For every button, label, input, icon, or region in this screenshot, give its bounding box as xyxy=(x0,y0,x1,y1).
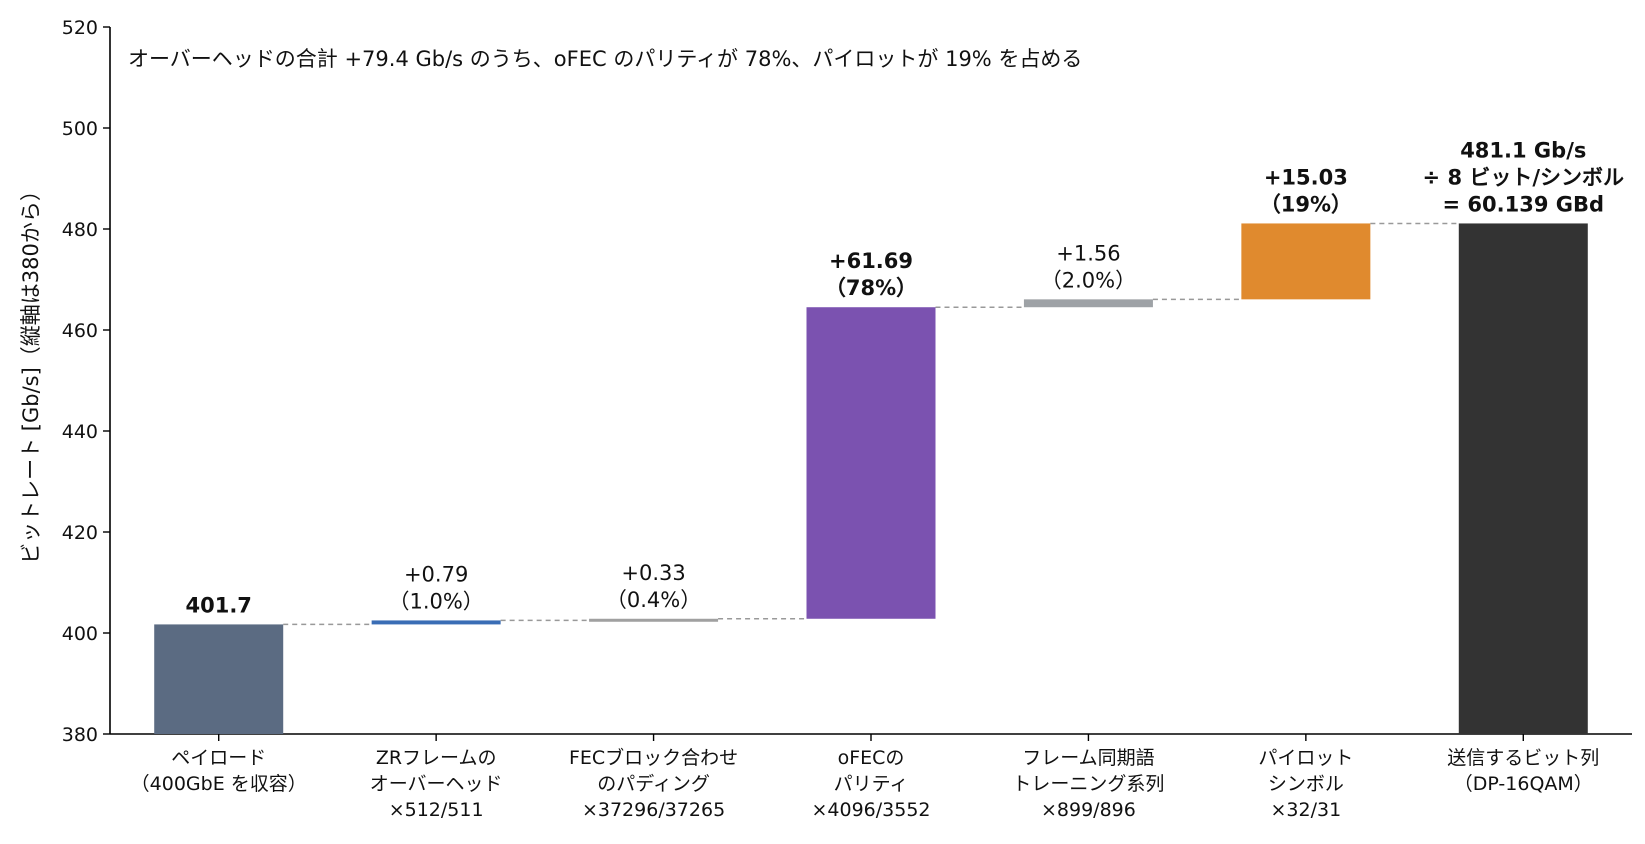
x-category-label: FECブロック合わせのパディング×37296/37265 xyxy=(569,746,738,821)
x-category-label: oFECのパリティ×4096/3552 xyxy=(811,747,930,821)
total-bar xyxy=(154,624,284,734)
y-tick-label: 500 xyxy=(62,118,98,140)
y-tick-label: 480 xyxy=(62,219,98,241)
x-category-label: パイロットシンボル×32/31 xyxy=(1258,747,1353,821)
delta-bar xyxy=(589,618,719,622)
connectors xyxy=(283,222,1459,626)
delta-bar xyxy=(1241,223,1371,300)
y-tick-label: 520 xyxy=(62,17,98,39)
axes: 380 400 420 440 460 480 500 520 ペイロード（400GbE を収容… xyxy=(62,17,1632,821)
y-axis-title: ビットレート [Gb/s]（縦軸は380から） xyxy=(19,180,43,564)
bar-value-label: +0.33 （0.4%） xyxy=(606,561,701,612)
delta-bar xyxy=(806,307,936,619)
data-labels: 401.7 +0.79 （1.0%） +0.33 （0.4%） +61.69 （78%） +1… xyxy=(185,138,1624,617)
x-category-label: ペイロード（400GbE を収容） xyxy=(131,747,307,795)
bar-value-label: 481.1 Gb/s ÷ 8 ビット/シンボル= 60.139 GBd xyxy=(1423,138,1625,216)
bars xyxy=(154,223,1588,734)
bar-value-label: +0.79 （1.0%） xyxy=(388,562,483,613)
bar-value-label: +15.03 （19%） xyxy=(1260,165,1352,216)
x-category-label: フレーム同期語トレーニング系列×899/896 xyxy=(1012,747,1164,821)
y-tick-label: 460 xyxy=(62,320,98,342)
bar-value-label: 401.7 xyxy=(185,593,251,617)
delta-bar xyxy=(371,620,501,625)
y-tick-label: 420 xyxy=(62,522,98,544)
total-bar xyxy=(1458,223,1588,734)
y-tick-label: 400 xyxy=(62,623,98,645)
bar-value-label: +61.69 （78%） xyxy=(825,249,917,300)
x-category-label: ZRフレームのオーバーヘッド×512/511 xyxy=(370,747,503,821)
x-category-label: 送信するビット列（DP-16QAM） xyxy=(1447,747,1599,795)
bar-value-label: +1.56 （2.0%） xyxy=(1041,241,1136,292)
delta-bar xyxy=(1023,299,1153,308)
chart-annotation: オーバーヘッドの合計 +79.4 Gb/s のうち、oFEC のパリティが 78… xyxy=(128,47,1082,71)
y-tick-label: 380 xyxy=(62,724,98,746)
y-tick-label: 440 xyxy=(62,421,98,443)
